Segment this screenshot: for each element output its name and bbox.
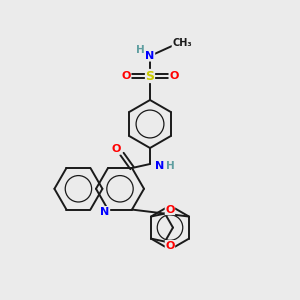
- Text: S: S: [146, 70, 154, 83]
- Text: N: N: [100, 207, 109, 217]
- Text: H: H: [136, 45, 144, 55]
- Text: N: N: [155, 161, 165, 171]
- Text: H: H: [166, 161, 174, 171]
- Text: O: O: [111, 144, 121, 154]
- Text: O: O: [169, 71, 179, 81]
- Text: O: O: [165, 205, 175, 214]
- Text: O: O: [121, 71, 131, 81]
- Text: O: O: [165, 241, 175, 250]
- Text: N: N: [146, 51, 154, 61]
- Text: CH₃: CH₃: [172, 38, 192, 48]
